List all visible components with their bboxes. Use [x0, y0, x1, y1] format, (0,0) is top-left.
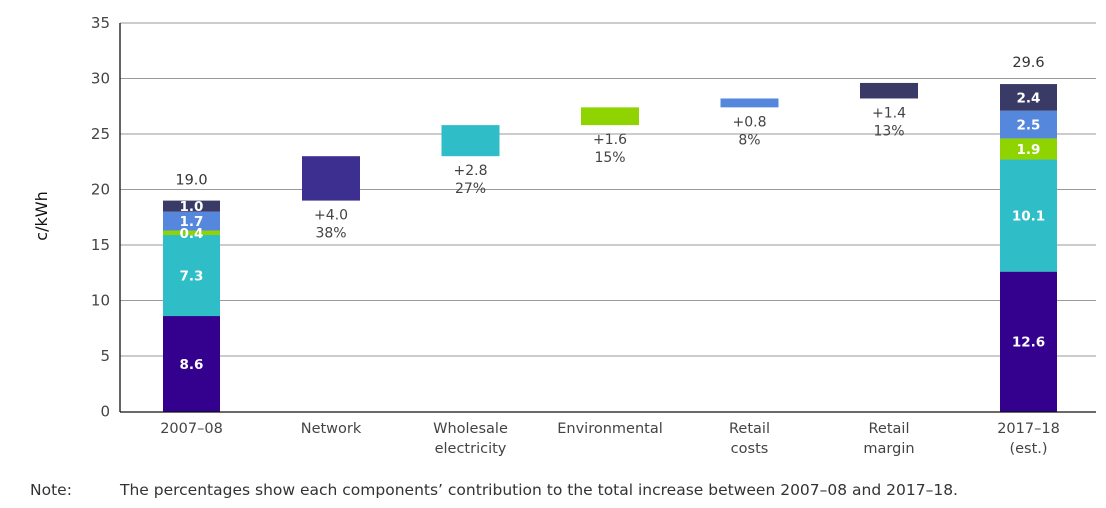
- y-tick-label: 5: [100, 347, 110, 365]
- x-tick-label-line: margin: [863, 441, 914, 457]
- bar-segment: [1000, 110, 1057, 139]
- increment-bar: [720, 98, 779, 108]
- note-label: Note:: [30, 481, 72, 499]
- increment-value-label: +4.0: [314, 208, 348, 224]
- x-tick-label-line: 2007–08: [160, 421, 223, 437]
- bar-segment: [1000, 271, 1057, 412]
- segment-value-label: 2.4: [1017, 90, 1041, 106]
- increment-share-label: 38%: [315, 226, 346, 242]
- x-tick-label: 2007–08: [160, 421, 223, 437]
- total-value-label: 29.6: [1012, 55, 1044, 71]
- segment-value-label: 1.7: [180, 214, 204, 230]
- bar-segment: [1000, 84, 1057, 111]
- x-tick-label-line: (est.): [1009, 441, 1047, 457]
- x-tick-label-line: 2017–18: [997, 421, 1060, 437]
- x-tick-label-line: Environmental: [557, 421, 663, 437]
- x-axis-tick-labels: 2007–08 Network Wholesale electricity Enviro…: [160, 421, 1060, 457]
- x-tick-label: Retail margin: [863, 421, 914, 457]
- segment-value-label: 2.5: [1017, 118, 1041, 134]
- y-tick-label: 35: [91, 14, 110, 32]
- increment-share-label: 8%: [738, 132, 760, 148]
- segment-value-label: 1.9: [1017, 142, 1041, 158]
- increment-bar: [581, 107, 639, 126]
- y-tick-label: 15: [91, 236, 110, 254]
- increment-bar: [302, 156, 360, 201]
- segment-value-label: 12.6: [1012, 335, 1045, 351]
- y-axis-label: c/kWh: [32, 191, 51, 240]
- x-tick-label-line: Retail: [869, 421, 910, 437]
- x-tick-label-line: Retail: [729, 421, 770, 437]
- y-tick-label: 30: [91, 70, 110, 88]
- increment-value-label: +1.6: [593, 132, 627, 148]
- segment-value-label: 10.1: [1012, 209, 1045, 225]
- bar-segment: [163, 235, 220, 317]
- x-tick-label-line: electricity: [435, 441, 507, 457]
- x-tick-label: Retail costs: [729, 421, 770, 457]
- increment-bar: [860, 82, 918, 99]
- y-tick-label: 25: [91, 125, 110, 143]
- total-value-label: 19.0: [175, 173, 207, 189]
- y-axis-ticks: 0 5 10 15 20 25 30 35: [91, 14, 110, 421]
- bar-segment: [1000, 159, 1057, 272]
- y-tick-label: 0: [100, 403, 110, 421]
- segment-value-label: 8.6: [180, 357, 204, 373]
- waterfall-chart: 0 5 10 15 20 25 30 35 c/kWh 8.6 7.3 0.41.71.0 19.0…: [32, 14, 1096, 457]
- gridlines: [120, 22, 1096, 357]
- increment-value-label: +2.8: [454, 163, 488, 179]
- x-tick-label: 2017–18 (est.): [997, 421, 1060, 457]
- x-tick-label: Wholesale electricity: [433, 421, 508, 457]
- y-tick-label: 20: [91, 181, 110, 199]
- segment-value-label: 1.0: [180, 199, 204, 215]
- x-tick-label-line: Network: [301, 421, 362, 437]
- bar-segment: [163, 316, 220, 412]
- bar-segment: [163, 230, 220, 236]
- increment-bar: [441, 125, 500, 157]
- increment-share-label: 13%: [873, 123, 904, 139]
- bars: [163, 82, 1057, 412]
- x-tick-label-line: Wholesale: [433, 421, 508, 437]
- bar-segment: [163, 200, 220, 212]
- segment-value-label: 7.3: [180, 269, 204, 285]
- x-tick-label-line: costs: [731, 441, 769, 457]
- segment-value-label: 0.4: [180, 226, 204, 242]
- bar-segment: [163, 211, 220, 231]
- bar-segment: [1000, 138, 1057, 160]
- data-labels: 8.6 7.3 0.41.71.0 19.0 12.6 10.1 1.9 2.5 2.4 29.6…: [175, 55, 1045, 373]
- increment-value-label: +0.8: [733, 114, 767, 130]
- increment-share-label: 27%: [455, 181, 486, 197]
- x-tick-label: Environmental: [557, 421, 663, 437]
- increment-value-label: +1.4: [872, 105, 906, 121]
- y-tick-label: 10: [91, 292, 110, 310]
- x-tick-label: Network: [301, 421, 362, 437]
- note-text: The percentages show each components’ co…: [120, 481, 958, 499]
- increment-share-label: 15%: [594, 150, 625, 166]
